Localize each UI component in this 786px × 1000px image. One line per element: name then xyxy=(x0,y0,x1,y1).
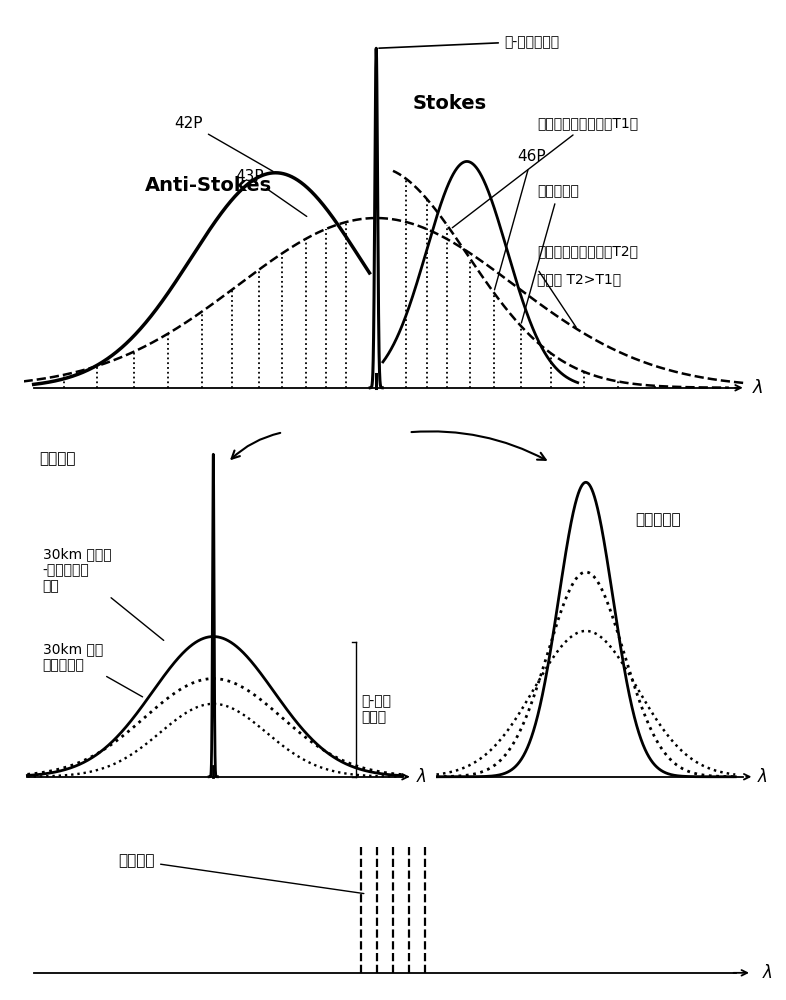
Text: （其中 T2>T1）: （其中 T2>T1） xyxy=(538,272,622,286)
Text: 拉曼散射谱: 拉曼散射谱 xyxy=(521,184,579,323)
Text: 拉曼散射谱: 拉曼散射谱 xyxy=(635,512,681,527)
Text: 拉曼散射谱包络线（T2）: 拉曼散射谱包络线（T2） xyxy=(538,244,638,258)
Text: 激光光谱: 激光光谱 xyxy=(119,853,364,894)
Text: 42P: 42P xyxy=(174,116,273,171)
Text: 米-瑞利
散射谱: 米-瑞利 散射谱 xyxy=(362,694,391,725)
Text: 米-瑞利散射谱: 米-瑞利散射谱 xyxy=(379,36,559,50)
Text: $\lambda$: $\lambda$ xyxy=(757,768,768,786)
Text: 米散射谱: 米散射谱 xyxy=(39,451,75,466)
Text: 46P: 46P xyxy=(494,149,546,290)
Text: 30km 以下米
-瑞利散射混
合谱: 30km 以下米 -瑞利散射混 合谱 xyxy=(42,547,163,640)
Text: 43P: 43P xyxy=(235,169,307,216)
Text: 30km 以上
纯瑞利散射: 30km 以上 纯瑞利散射 xyxy=(42,642,142,697)
Text: $\lambda$: $\lambda$ xyxy=(762,964,773,982)
Text: $\lambda$: $\lambda$ xyxy=(752,379,764,397)
Text: Anti-Stokes: Anti-Stokes xyxy=(145,176,272,195)
Text: $\lambda$: $\lambda$ xyxy=(417,768,427,786)
Text: 拉曼散射谱包络线（T1）: 拉曼散射谱包络线（T1） xyxy=(452,117,638,228)
Text: Stokes: Stokes xyxy=(413,94,487,113)
